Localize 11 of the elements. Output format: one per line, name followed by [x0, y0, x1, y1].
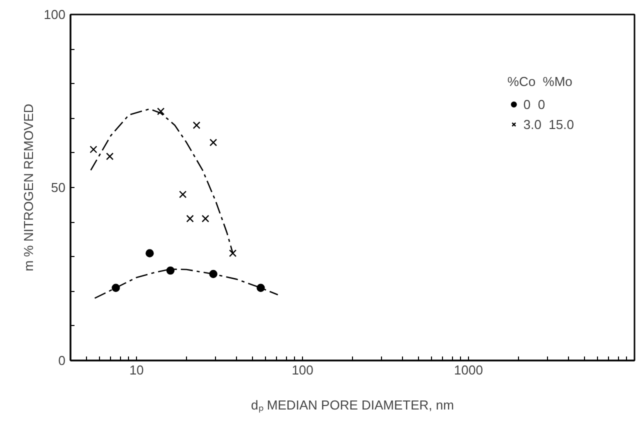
y-tick-label: 50 [51, 180, 66, 195]
x-tick-label: 10 [129, 362, 144, 378]
y-tick-label: 0 [58, 353, 66, 368]
x-tick-label: 100 [292, 362, 314, 378]
x-axis-title: dₚ MEDIAN PORE DIAMETER, nm [251, 398, 454, 414]
legend-title: %Co %Mo [507, 74, 574, 89]
y-axis-title: m % NITROGEN REMOVED [20, 104, 36, 272]
y-tick-label: 100 [44, 7, 66, 22]
x-tick-label: 1000 [454, 362, 483, 378]
legend-label: 0 0 [523, 96, 546, 112]
legend-label: 3.0 15.0 [523, 116, 574, 132]
